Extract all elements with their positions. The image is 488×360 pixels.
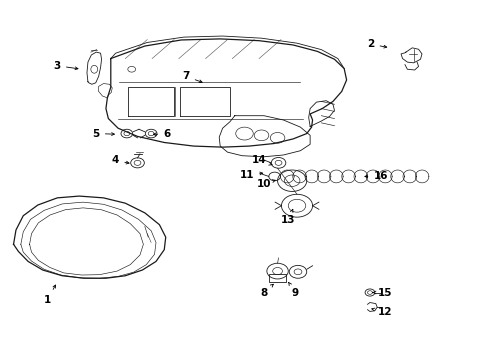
Text: 9: 9 (288, 282, 299, 297)
Text: 5: 5 (92, 129, 114, 139)
Text: 6: 6 (153, 129, 170, 139)
Text: 7: 7 (182, 71, 202, 82)
Text: 11: 11 (239, 170, 262, 180)
Text: 13: 13 (281, 209, 295, 225)
Text: 15: 15 (372, 288, 392, 297)
Bar (268, 274, 286, 282)
Text: 10: 10 (256, 179, 275, 189)
Text: 16: 16 (364, 171, 387, 181)
Text: 14: 14 (251, 156, 271, 165)
Text: 4: 4 (112, 156, 129, 165)
Text: 3: 3 (54, 61, 78, 71)
Text: 8: 8 (260, 284, 273, 297)
Text: 1: 1 (44, 285, 56, 305)
Text: 12: 12 (371, 307, 392, 317)
Text: 2: 2 (366, 39, 386, 49)
